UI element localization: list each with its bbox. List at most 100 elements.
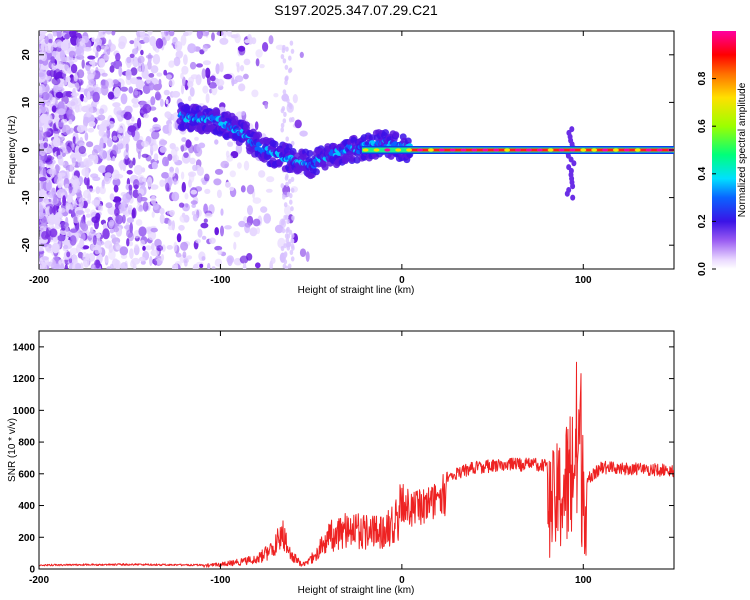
spectrogram-blob (65, 227, 70, 232)
spectrogram-blob (63, 244, 69, 250)
spectrogram-blob (112, 155, 116, 162)
spectrogram-blob (286, 218, 290, 225)
snr-x-tick-label: 100 (575, 575, 592, 586)
spectrogram-blob (41, 216, 48, 227)
spectrogram-ridge-peak (656, 148, 663, 152)
spectrogram-blob (91, 216, 100, 224)
spectrogram-blob (81, 223, 89, 232)
spectrogram-blob (96, 232, 101, 239)
spectrogram-blob (45, 113, 53, 124)
spectrogram-blob (287, 263, 292, 269)
spectrogram-blob (119, 159, 124, 171)
spectrogram-blob (186, 255, 193, 260)
spectrogram-blob (284, 64, 289, 70)
spectrogram-blob (105, 202, 113, 209)
spectrogram-blob (163, 89, 170, 96)
spectrogram-blob (115, 52, 121, 62)
spectrogram-blob (140, 31, 146, 36)
spectrogram-blob (71, 151, 76, 158)
spectrogram-blob (136, 193, 143, 203)
spectrogram-ridge-peak (384, 148, 391, 152)
spectrogram-blob (160, 254, 165, 262)
spectrogram-blob (133, 164, 143, 176)
spectrogram-blob (270, 257, 276, 264)
spectrogram-blob (104, 172, 112, 178)
spectrogram-blob (115, 214, 124, 225)
spectrogram-blob (138, 226, 147, 237)
spectrogram-ylabel: Frequency (Hz) (7, 116, 18, 185)
snr-panel: -200 -100 0 100 0 200 400 600 800 1000 1200 1400 H… (7, 330, 675, 596)
spectrogram-x-tick-label: 0 (399, 275, 405, 286)
spectrogram-blob (108, 39, 112, 48)
spectrogram-blob (127, 125, 137, 133)
spectrogram-blob (290, 206, 294, 212)
snr-line-group (39, 361, 674, 568)
spectrogram-blob (207, 262, 211, 269)
spectrogram-blob (286, 97, 290, 103)
spectrogram-blob (214, 168, 224, 175)
spectrogram-blob (130, 116, 135, 122)
spectrogram-blob (147, 230, 157, 241)
spectrogram-blob (70, 92, 79, 97)
spectrogram-blob (45, 102, 53, 113)
spectrogram-blob (285, 237, 290, 244)
spectrogram-blob (129, 248, 134, 260)
spectrogram-blob (74, 82, 80, 91)
colorbar-tick-label: 0.4 (697, 166, 708, 180)
spectrogram-blob (105, 31, 112, 35)
spectrogram-blob (171, 191, 180, 202)
spectrogram-blob (168, 60, 175, 68)
spectrogram-blob (68, 100, 78, 110)
spectrogram-blob (64, 33, 70, 40)
spectrogram-blob (126, 56, 132, 64)
spectrogram-blob (118, 123, 126, 134)
spectrogram-blob (112, 196, 122, 203)
spectrogram-ridge-peak (482, 148, 489, 152)
spectrogram-blob (142, 103, 152, 114)
spectrogram-blob (78, 145, 87, 155)
spectrogram-blob (125, 69, 132, 81)
spectrogram-blob (173, 121, 178, 129)
spectrogram-blob (98, 142, 104, 152)
spectrogram-blob (109, 65, 115, 73)
spectrogram-blob (180, 84, 185, 95)
spectrogram-ridge-halo (231, 115, 239, 123)
spectrogram-blob (109, 228, 115, 234)
spectrogram-blob (291, 245, 295, 251)
spectrogram-blob (225, 181, 231, 188)
spectrogram-blob (72, 216, 80, 224)
spectrogram-blob (226, 255, 234, 264)
spectrogram-blob (190, 200, 198, 205)
spectrogram-blob (78, 197, 85, 209)
spectrogram-blob (100, 45, 110, 50)
spectrogram-blob (247, 205, 253, 216)
spectrogram-blob (231, 77, 235, 87)
spectrogram-blob (229, 186, 235, 191)
spectrogram-blob (97, 205, 104, 212)
spectrogram-blob (144, 64, 149, 72)
spectrogram-blob (126, 238, 130, 247)
spectrogram-blob (168, 122, 172, 134)
spectrogram-blob (51, 96, 56, 103)
spectrogram-blob (74, 145, 81, 157)
spectrogram-blob (219, 37, 229, 45)
spectrogram-blob (235, 143, 243, 155)
spectrogram-blob (246, 184, 255, 195)
spectrogram-blob (129, 40, 135, 45)
spectrogram-blob (187, 95, 192, 102)
spectrogram-blob (197, 228, 203, 238)
spectrogram-blob (285, 214, 289, 220)
spectrogram-blob (187, 80, 194, 88)
spectrogram-blob (239, 65, 245, 72)
spectrogram-blob (242, 262, 247, 269)
spectrogram-y-ticks: -20 -10 0 10 20 (21, 49, 674, 252)
spectrogram-blob (101, 72, 108, 77)
spectrogram-blob (192, 214, 199, 222)
spectrogram-blob (280, 127, 285, 133)
spectrogram-blob (291, 215, 295, 221)
spectrogram-blob (286, 191, 291, 197)
spectrogram-blob (169, 31, 175, 37)
spectrogram-blob (80, 216, 84, 223)
spectrogram-blob (286, 226, 290, 232)
spectrogram-blob (190, 189, 198, 195)
